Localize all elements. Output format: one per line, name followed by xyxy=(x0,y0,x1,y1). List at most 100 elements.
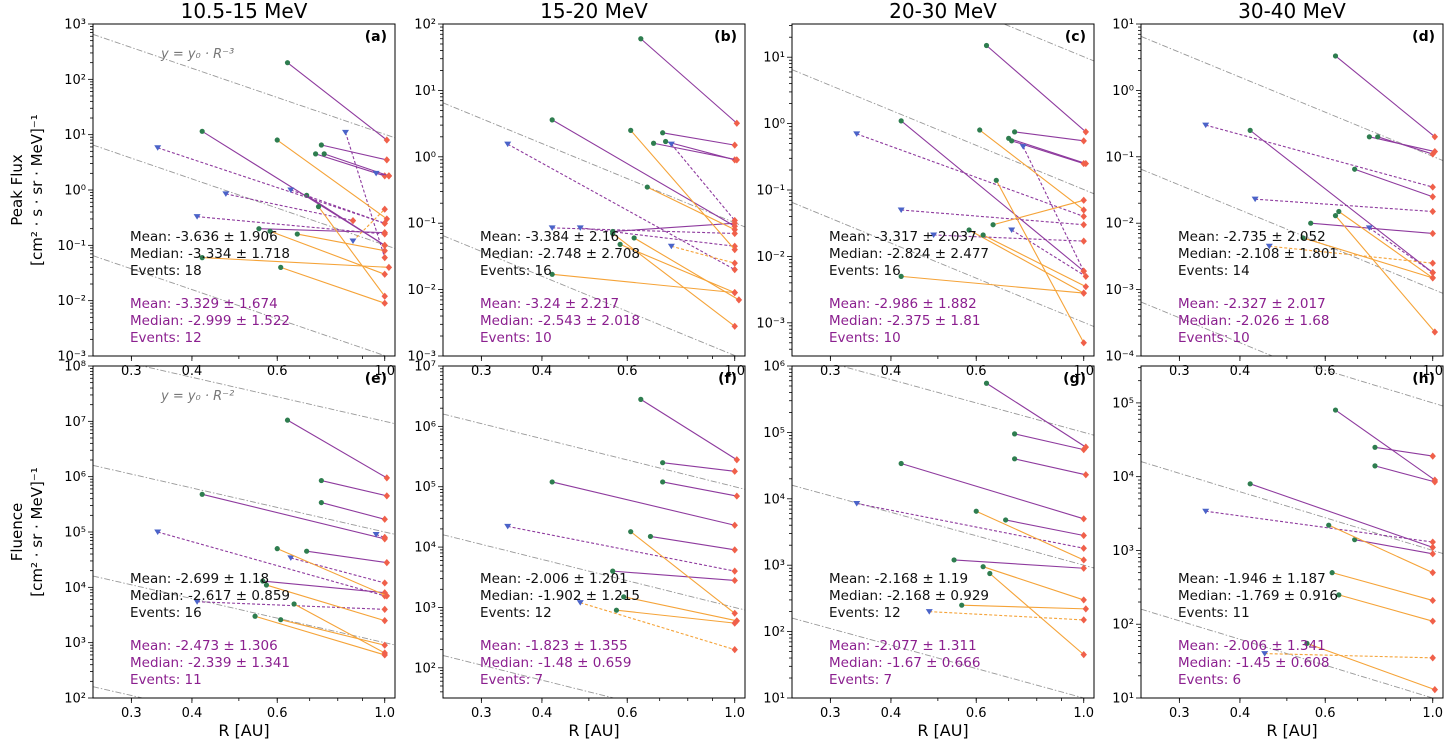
panel-c: 10⁻³ 10⁻² 10⁻¹ 10⁰ 10¹ 0.3 0.4 0.6 1.0 (c) Mean: -… xyxy=(756,23,1095,379)
start-triangle-marker xyxy=(193,599,201,605)
start-circle-marker xyxy=(610,568,616,574)
start-triangle-marker xyxy=(1265,243,1273,250)
y-tick-label: 10⁰ xyxy=(414,150,436,165)
event-line xyxy=(1249,129,1434,274)
stats-all-events: Mean: -3.636 ± 1.906 xyxy=(130,229,278,245)
end-diamond-marker xyxy=(1429,617,1436,625)
start-triangle-marker xyxy=(1261,651,1269,657)
stats-subset-events: Events: 7 xyxy=(829,672,892,688)
stats-subset-events: Mean: -2.986 ± 1.882 xyxy=(829,296,977,312)
reference-line xyxy=(1141,461,1443,555)
end-diamond-marker xyxy=(1080,159,1087,168)
event-line xyxy=(961,604,1086,610)
start-circle-marker xyxy=(898,118,904,124)
y-tick-label: 10⁰ xyxy=(64,184,86,199)
y-tick-label: 10⁷ xyxy=(414,360,436,375)
stats-all-events: Mean: -3.384 ± 2.16 xyxy=(480,229,619,245)
event-line xyxy=(287,419,388,479)
y-tick-label: 10⁵ xyxy=(1112,396,1134,411)
start-circle-marker xyxy=(199,128,205,134)
event-line xyxy=(290,557,385,584)
x-axis-label: R [AU] xyxy=(218,721,269,740)
end-diamond-marker xyxy=(1429,569,1436,577)
event-line xyxy=(633,237,740,301)
y-tick-label: 10⁻³ xyxy=(1105,283,1134,298)
panel-a: 10⁻³ 10⁻² 10⁻¹ 10⁰ 10¹ 10² 10³ 0.3 0.4 0.6 1.0 (a) y… xyxy=(57,18,396,379)
end-diamond-marker xyxy=(1431,685,1439,694)
y-tick-label: 10⁻³ xyxy=(57,350,86,365)
event-line xyxy=(225,193,354,222)
y-tick-label: 10³ xyxy=(64,18,86,33)
end-diamond-marker xyxy=(731,266,738,274)
end-diamond-marker xyxy=(731,567,738,575)
y-tick-label: 10³ xyxy=(763,559,785,574)
end-diamond-marker xyxy=(1429,207,1436,216)
end-diamond-marker xyxy=(1082,272,1090,280)
reference-line xyxy=(792,69,1094,195)
end-diamond-marker xyxy=(381,254,388,262)
start-circle-marker xyxy=(304,548,310,554)
x-tick-label: 0.3 xyxy=(471,706,492,721)
stats-subset-events: Mean: -3.24 ± 2.217 xyxy=(480,296,619,312)
end-diamond-marker xyxy=(381,579,388,587)
end-diamond-marker xyxy=(1080,339,1087,347)
start-circle-marker xyxy=(313,151,319,157)
reference-line xyxy=(1141,36,1443,161)
event-line xyxy=(1374,465,1435,483)
event-line xyxy=(1014,131,1084,142)
y-tick-label: 10⁴ xyxy=(1112,470,1134,485)
start-circle-marker xyxy=(613,607,620,613)
y-tick-label: 10² xyxy=(414,661,436,676)
stats-subset-events: Median: -2.999 ± 1.522 xyxy=(130,313,290,329)
start-circle-marker xyxy=(549,271,555,277)
x-tick-label: 0.6 xyxy=(966,364,987,379)
end-diamond-marker xyxy=(1429,543,1436,551)
event-line xyxy=(653,142,737,161)
end-diamond-marker xyxy=(735,296,743,304)
x-tick-label: 0.4 xyxy=(532,364,553,379)
start-circle-marker xyxy=(1012,129,1018,135)
event-line xyxy=(1205,124,1433,188)
x-tick-label: 0.3 xyxy=(1169,364,1190,379)
event-line xyxy=(507,143,735,271)
start-circle-marker xyxy=(610,230,616,237)
stats-all-events: Events: 16 xyxy=(130,605,202,621)
start-circle-marker xyxy=(256,226,262,232)
event-line xyxy=(992,199,1084,226)
end-diamond-marker xyxy=(1431,478,1439,486)
x-tick-label: 0.3 xyxy=(121,706,142,721)
start-triangle-marker xyxy=(154,529,162,535)
start-circle-marker xyxy=(1326,522,1332,528)
end-diamond-marker xyxy=(1080,289,1087,297)
start-circle-marker xyxy=(983,380,990,386)
end-diamond-marker xyxy=(1082,605,1090,613)
stats-subset-events: Median: -2.026 ± 1.68 xyxy=(1178,313,1329,329)
event-line xyxy=(995,180,1085,344)
start-circle-marker xyxy=(959,602,965,608)
y-tick-label: 10⁻² xyxy=(1105,217,1134,232)
event-line xyxy=(344,132,386,258)
end-diamond-marker xyxy=(383,492,391,500)
event-line xyxy=(552,273,735,294)
event-line xyxy=(552,227,735,235)
x-tick-label: 0.4 xyxy=(1230,364,1251,379)
end-diamond-marker xyxy=(731,246,738,254)
panel-g: 10¹ 10² 10³ 10⁴ 10⁵ 10⁶ 0.3 0.4 0.6 1.0 R [AU] (g) M… xyxy=(763,360,1095,740)
reference-line xyxy=(93,575,395,646)
start-triangle-marker xyxy=(925,609,933,615)
start-circle-marker xyxy=(274,137,280,143)
plot-area xyxy=(93,366,395,698)
end-diamond-marker xyxy=(731,219,738,227)
y-tick-label: 10² xyxy=(763,625,785,640)
end-diamond-marker xyxy=(1080,651,1087,659)
start-triangle-marker xyxy=(287,187,295,193)
panel-tag: (a) xyxy=(365,29,387,45)
event-line xyxy=(202,493,385,540)
ylabel-line: Peak Flux xyxy=(8,154,26,226)
event-line xyxy=(670,143,736,221)
start-circle-marker xyxy=(983,42,990,49)
y-tick-label: 10¹ xyxy=(1112,18,1134,33)
start-circle-marker xyxy=(898,273,904,279)
end-diamond-marker xyxy=(731,609,738,617)
y-tick-label: 10² xyxy=(64,73,86,88)
